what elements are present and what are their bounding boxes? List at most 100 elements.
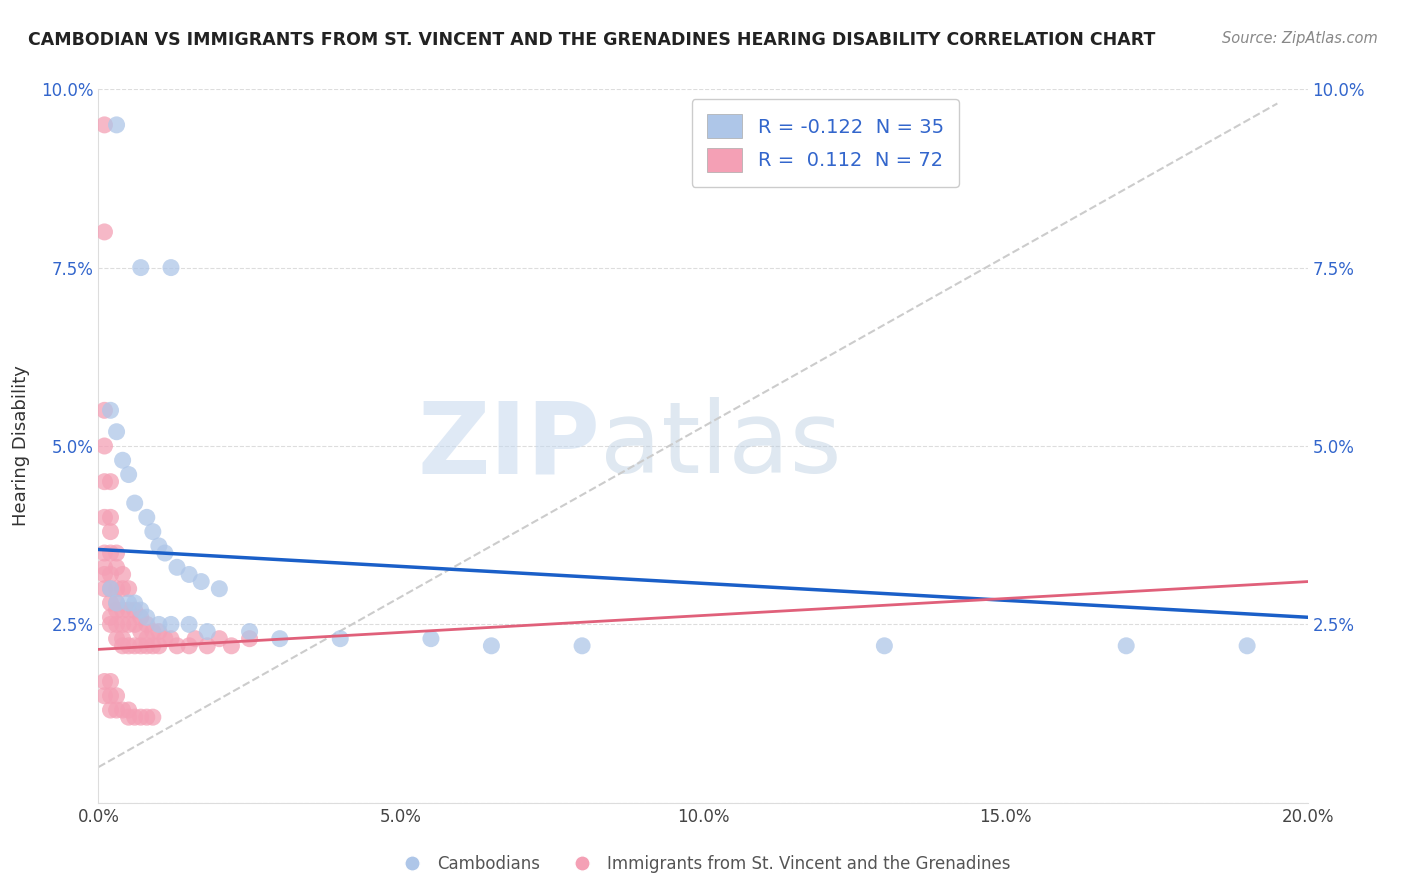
Point	[105, 560, 128, 574]
Point	[111, 603, 134, 617]
Point	[148, 639, 170, 653]
Point	[93, 475, 115, 489]
Point	[135, 632, 157, 646]
Point	[111, 567, 134, 582]
Point	[153, 632, 176, 646]
Point	[111, 632, 134, 646]
Point	[142, 524, 165, 539]
Point	[160, 617, 183, 632]
Point	[118, 467, 141, 482]
Point	[93, 674, 115, 689]
Point	[93, 689, 115, 703]
Point	[124, 617, 146, 632]
Point	[100, 524, 122, 539]
Point	[135, 617, 157, 632]
Point	[93, 510, 115, 524]
Point	[100, 510, 122, 524]
Point	[179, 617, 201, 632]
Point	[153, 546, 176, 560]
Point	[239, 632, 262, 646]
Point	[239, 624, 262, 639]
Point	[160, 632, 183, 646]
Point	[93, 546, 115, 560]
Point	[93, 560, 115, 574]
Point	[129, 260, 152, 275]
Point	[129, 610, 152, 624]
Point	[105, 596, 128, 610]
Point	[111, 453, 134, 467]
Point	[124, 603, 146, 617]
Point	[208, 632, 231, 646]
Point	[105, 582, 128, 596]
Point	[105, 425, 128, 439]
Point	[135, 710, 157, 724]
Point	[105, 118, 128, 132]
Point	[166, 639, 188, 653]
Point	[129, 639, 152, 653]
Point	[1115, 639, 1137, 653]
Y-axis label: Hearing Disability: Hearing Disability	[11, 366, 30, 526]
Point	[100, 567, 122, 582]
Point	[118, 703, 141, 717]
Point	[100, 689, 122, 703]
Point	[111, 703, 134, 717]
Point	[148, 624, 170, 639]
Point	[93, 582, 115, 596]
Text: CAMBODIAN VS IMMIGRANTS FROM ST. VINCENT AND THE GRENADINES HEARING DISABILITY C: CAMBODIAN VS IMMIGRANTS FROM ST. VINCENT…	[28, 31, 1156, 49]
Point	[184, 632, 207, 646]
Point	[571, 639, 593, 653]
Point	[118, 617, 141, 632]
Point	[148, 539, 170, 553]
Point	[124, 496, 146, 510]
Point	[118, 603, 141, 617]
Point	[142, 639, 165, 653]
Text: Source: ZipAtlas.com: Source: ZipAtlas.com	[1222, 31, 1378, 46]
Point	[190, 574, 212, 589]
Point	[100, 596, 122, 610]
Point	[93, 225, 115, 239]
Point	[93, 439, 115, 453]
Legend: R = -0.122  N = 35, R =  0.112  N = 72: R = -0.122 N = 35, R = 0.112 N = 72	[692, 99, 959, 187]
Point	[100, 582, 122, 596]
Point	[111, 582, 134, 596]
Point	[100, 546, 122, 560]
Point	[105, 632, 128, 646]
Point	[142, 710, 165, 724]
Point	[221, 639, 243, 653]
Text: ZIP: ZIP	[418, 398, 600, 494]
Point	[124, 596, 146, 610]
Point	[93, 118, 115, 132]
Point	[100, 403, 122, 417]
Point	[105, 617, 128, 632]
Point	[195, 624, 218, 639]
Point	[142, 624, 165, 639]
Point	[105, 546, 128, 560]
Point	[195, 639, 218, 653]
Point	[93, 403, 115, 417]
Point	[166, 560, 188, 574]
Point	[118, 582, 141, 596]
Point	[135, 510, 157, 524]
Point	[420, 632, 443, 646]
Legend: Cambodians, Immigrants from St. Vincent and the Grenadines: Cambodians, Immigrants from St. Vincent …	[389, 848, 1017, 880]
Point	[118, 596, 141, 610]
Point	[105, 703, 128, 717]
Point	[873, 639, 896, 653]
Point	[208, 582, 231, 596]
Point	[105, 603, 128, 617]
Point	[329, 632, 352, 646]
Point	[481, 639, 503, 653]
Point	[1236, 639, 1258, 653]
Point	[129, 603, 152, 617]
Point	[100, 475, 122, 489]
Point	[100, 617, 122, 632]
Point	[160, 260, 183, 275]
Point	[105, 689, 128, 703]
Point	[129, 710, 152, 724]
Text: atlas: atlas	[600, 398, 842, 494]
Point	[179, 567, 201, 582]
Point	[100, 674, 122, 689]
Point	[135, 639, 157, 653]
Point	[129, 624, 152, 639]
Point	[148, 617, 170, 632]
